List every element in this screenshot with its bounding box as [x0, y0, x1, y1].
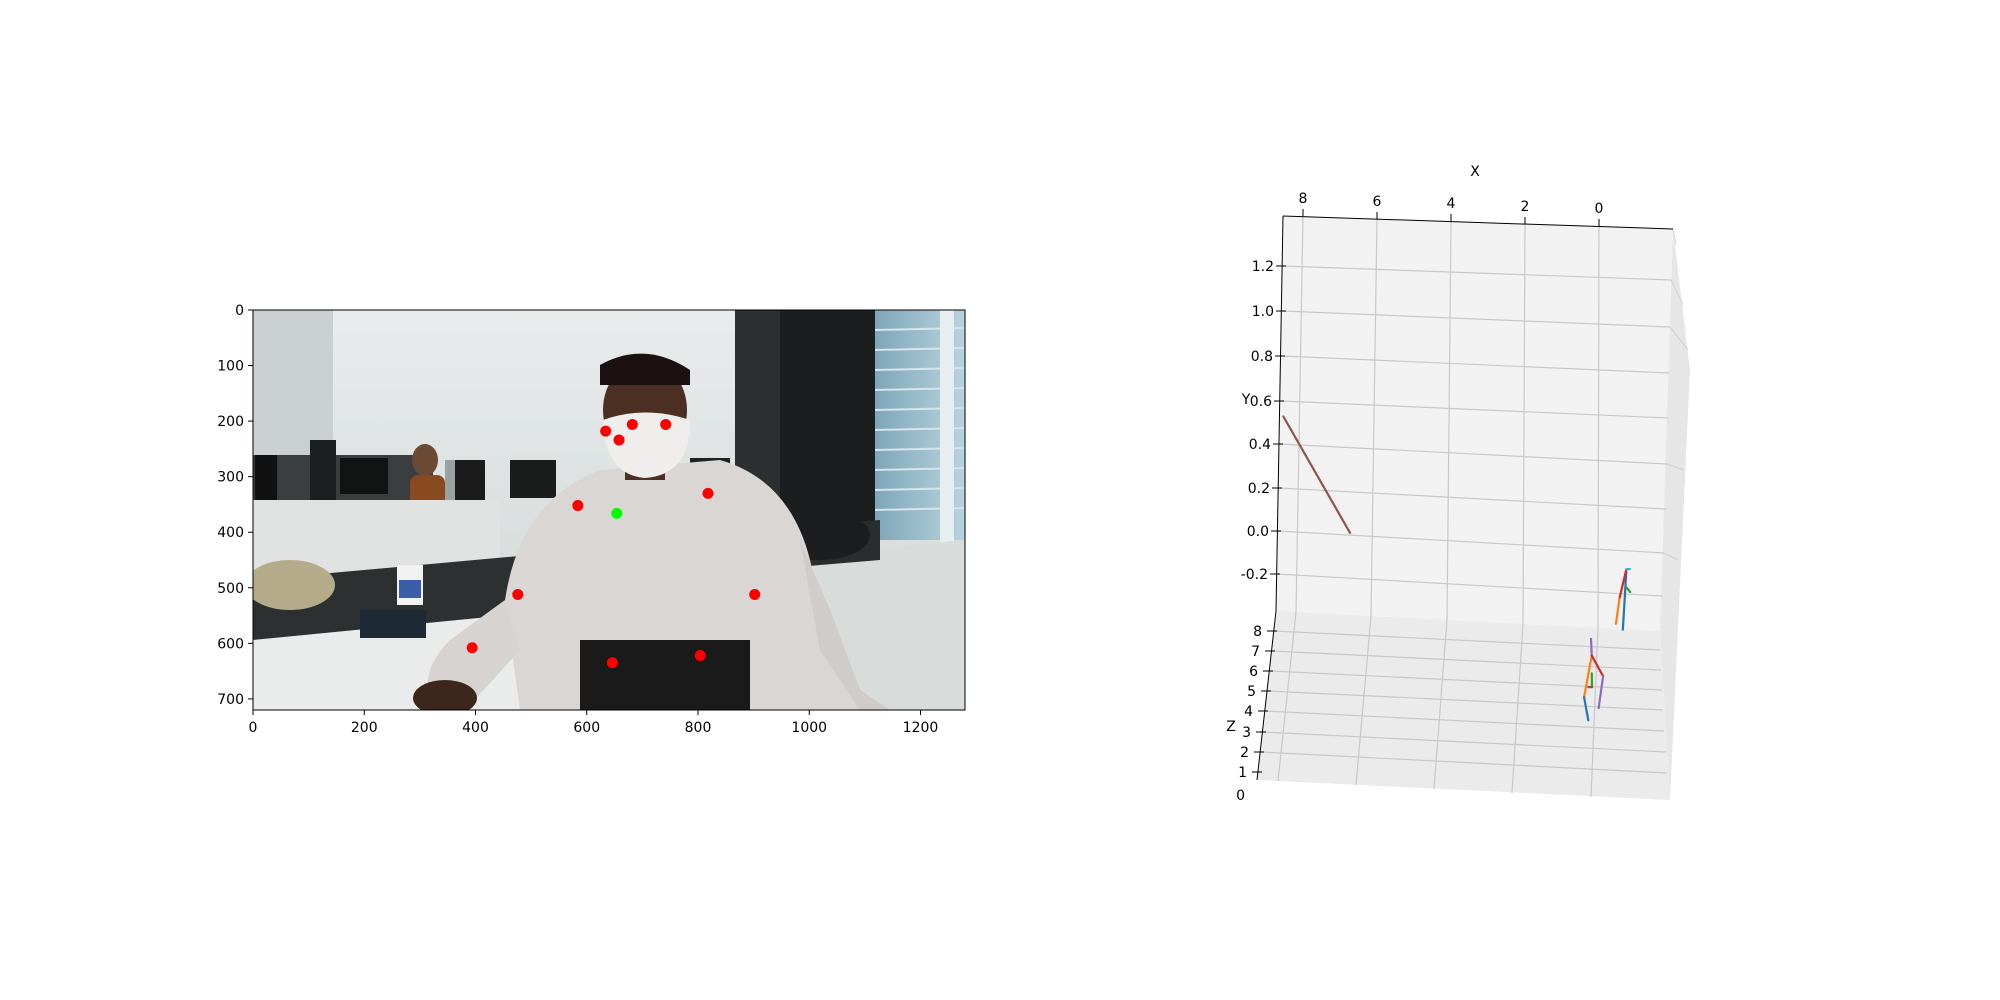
x-tick-label: 1000 — [791, 720, 827, 736]
y-tick-label: 1.0 — [1252, 304, 1274, 320]
y-tick-label: -0.2 — [1241, 567, 1268, 583]
x-tick-label: 0 — [1595, 201, 1604, 217]
keypoint-marker — [600, 425, 612, 437]
keypoint-marker — [466, 642, 478, 654]
y-tick-label: 700 — [217, 692, 244, 708]
z-tick-label: 3 — [1242, 725, 1251, 741]
keypoint-marker — [694, 650, 706, 662]
y-tick-label: 0.6 — [1250, 394, 1272, 410]
keypoint-marker — [572, 500, 584, 512]
image-axes-frame — [252, 309, 966, 711]
x-tick-label: 800 — [685, 720, 712, 736]
y-tick-label: 1.2 — [1252, 259, 1274, 275]
y-tick-label: 0.4 — [1249, 437, 1271, 453]
keypoint-marker — [749, 588, 761, 600]
skeleton-segment — [1589, 637, 1593, 657]
z-tick-label: 0 — [1236, 788, 1245, 804]
skeleton-segment — [1582, 654, 1593, 699]
z-axis-label: Z — [1226, 719, 1236, 735]
y-tick-label: 400 — [217, 525, 244, 541]
y-tick-group: 0 100 200 300 400 500 600 700 — [217, 303, 253, 708]
z-tick-label: 5 — [1247, 684, 1256, 700]
skeleton-segment — [1621, 570, 1628, 631]
x-tick-label: 8 — [1299, 191, 1308, 207]
3d-tick-group: 8 6 4 2 0 1.2 1.0 0.8 0.6 0.4 0.2 0.0 -0.2 8 7 6 5 4 3 2 1 0 — [1236, 191, 1603, 804]
y-tick-label: 0.8 — [1251, 349, 1273, 365]
z-tick-label: 1 — [1238, 765, 1247, 781]
keypoint-marker — [702, 487, 714, 499]
x-tick-label: 0 — [249, 720, 258, 736]
floor-pane — [1257, 611, 1670, 800]
3d-skeleton-panel: 8 6 4 2 01.21.00.80.60.40.20.0-0.2876543210 … — [1226, 164, 1690, 804]
skeleton-segment — [1282, 415, 1352, 534]
x-tick-label: 4 — [1447, 196, 1456, 212]
side-pane — [1660, 229, 1690, 800]
keypoint-marker — [626, 418, 638, 430]
y-tick-label: 0.0 — [1247, 524, 1269, 540]
y-tick-label: 0.2 — [1248, 481, 1270, 497]
y-tick-label: 100 — [217, 359, 244, 375]
z-tick-label: 4 — [1244, 704, 1253, 720]
office-photo — [253, 310, 965, 710]
skeleton-segment — [1597, 675, 1605, 710]
x-axis-label: X — [1470, 164, 1480, 180]
y-tick-label: 200 — [217, 414, 244, 430]
keypoint-marker — [660, 418, 672, 430]
y-axis-label: Y — [1241, 392, 1251, 408]
z-tick-label: 7 — [1251, 644, 1260, 660]
skeleton-lines — [1282, 415, 1632, 722]
y-tick-label: 500 — [217, 581, 244, 597]
x-tick-group: 0 200 400 600 800 1000 1200 — [249, 710, 939, 736]
keypoint-image-panel: 0 200 400 600 800 1000 1200 0 100 200 300 400 500 60… — [217, 303, 966, 736]
keypoint-marker — [606, 657, 618, 669]
side-grid — [1663, 228, 1689, 561]
x-tick-label: 1200 — [903, 720, 939, 736]
skeleton-segment — [1582, 696, 1590, 722]
skeleton-segment — [1625, 586, 1632, 594]
x-tick-label: 6 — [1373, 194, 1382, 210]
y-tick-label: 0 — [235, 303, 244, 319]
z-tick-label: 6 — [1249, 664, 1258, 680]
keypoint-marker — [611, 507, 623, 519]
skeleton-segment — [1590, 654, 1605, 678]
y-tick-label: 300 — [217, 470, 244, 486]
skeleton-segment — [1614, 597, 1621, 625]
floor-grid — [1260, 611, 1668, 798]
y-tick-label: 600 — [217, 636, 244, 652]
keypoint-marker — [613, 434, 625, 446]
keypoints — [466, 418, 761, 669]
keypoint-marker — [512, 588, 524, 600]
back-grid — [1276, 215, 1672, 628]
z-tick-label: 2 — [1240, 745, 1249, 761]
x-tick-label: 200 — [351, 720, 378, 736]
x-tick-label: 600 — [573, 720, 600, 736]
skeleton-segment — [1618, 568, 1628, 601]
x-tick-label: 2 — [1521, 199, 1530, 215]
x-tick-label: 400 — [462, 720, 489, 736]
z-tick-label: 8 — [1253, 624, 1262, 640]
